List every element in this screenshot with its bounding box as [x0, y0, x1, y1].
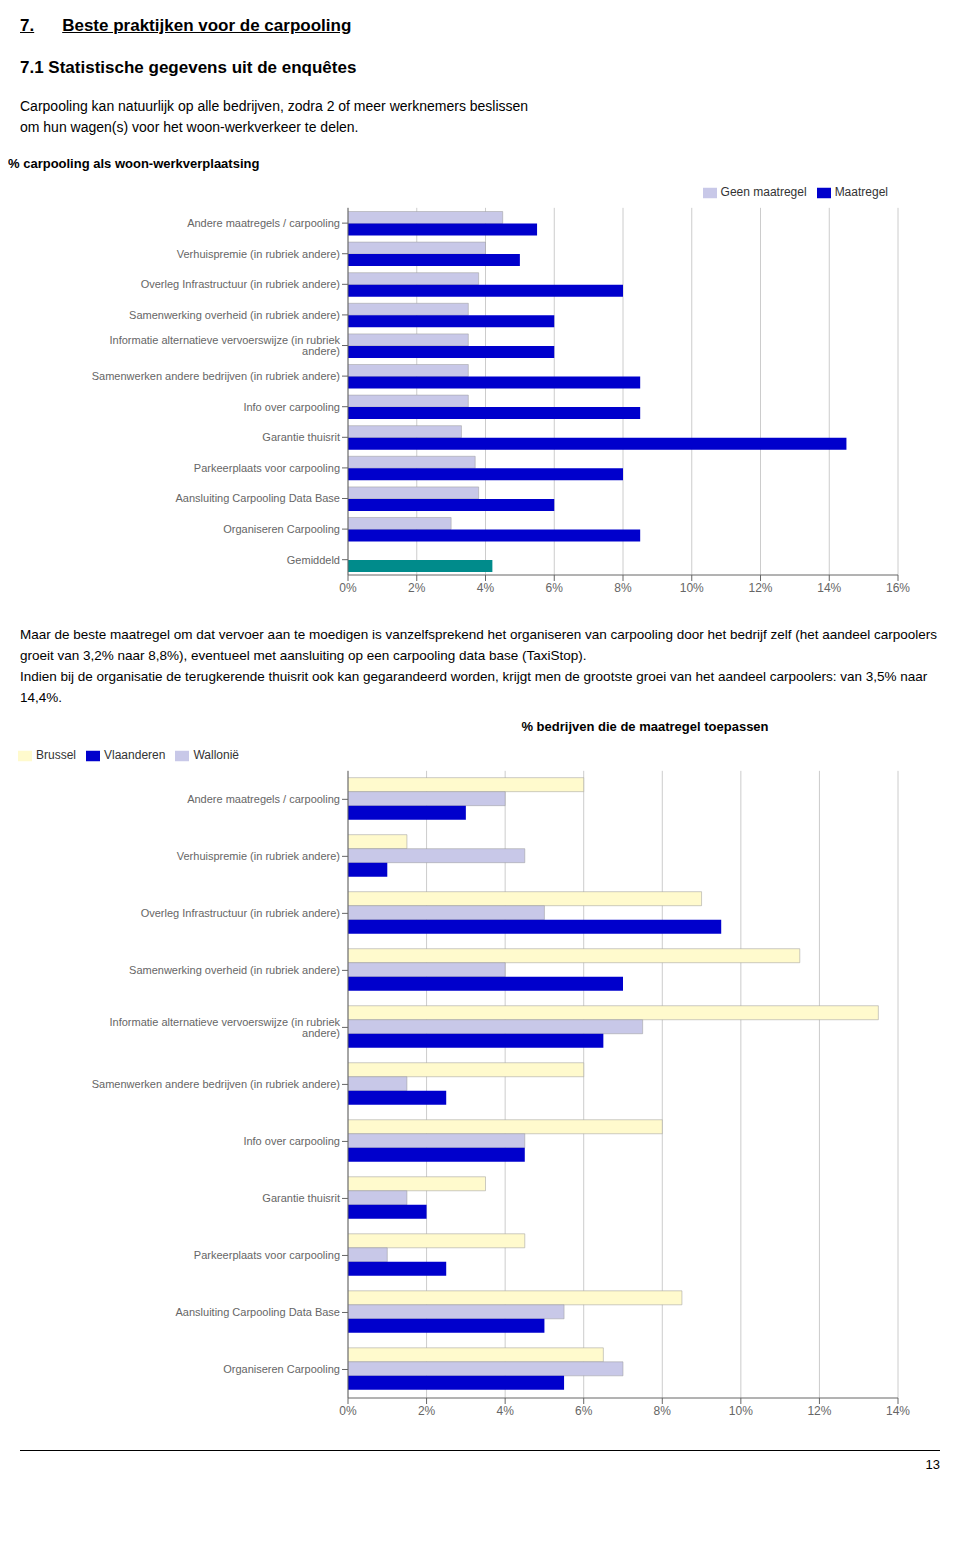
svg-text:4%: 4% — [496, 1403, 514, 1417]
html-text:Maar de beste maatregel om dat: Maar de beste maatregel om dat vervoer a… — [20, 627, 937, 705]
svg-text:6%: 6% — [546, 581, 564, 595]
svg-text:0%: 0% — [339, 581, 357, 595]
svg-text:12%: 12% — [807, 1403, 831, 1417]
svg-text:14%: 14% — [817, 581, 841, 595]
svg-text:12%: 12% — [748, 581, 772, 595]
svg-text:Aansluiting Carpooling Data Ba: Aansluiting Carpooling Data Base — [176, 1306, 341, 1318]
svg-text:Organiseren Carpooling: Organiseren Carpooling — [223, 523, 340, 535]
html-text:13: 13 — [925, 1456, 940, 1472]
html-text:7.1 Statistische gegevens uit: 7.1 Statistische gegevens uit de enquête… — [20, 58, 357, 77]
svg-text:Gemiddeld: Gemiddeld — [287, 554, 340, 566]
svg-text:Aansluiting Carpooling Data Ba: Aansluiting Carpooling Data Base — [176, 492, 341, 504]
svg-text:Informatie alternatieve vervoe: Informatie alternatieve vervoerswijze (i… — [110, 334, 341, 357]
svg-text:10%: 10% — [729, 1403, 753, 1417]
svg-text:8%: 8% — [654, 1403, 672, 1417]
svg-text:Samenwerken andere bedrijven (: Samenwerken andere bedrijven (in rubriek… — [92, 370, 340, 382]
svg-text:Garantie thuisrit: Garantie thuisrit — [262, 1192, 340, 1204]
html-text:% bedrijven die de maatregel t: % bedrijven die de maatregel toepassen — [521, 718, 769, 734]
svg-text:Verhuispremie (in rubriek ande: Verhuispremie (in rubriek andere) — [177, 248, 340, 260]
svg-text:Andere maatregels / carpooling: Andere maatregels / carpooling — [187, 217, 340, 229]
html-text:Carpooling kan natuurlijk op a: Carpooling kan natuurlijk op alle bedrij… — [20, 98, 529, 135]
svg-text:Info over carpooling: Info over carpooling — [243, 1135, 340, 1147]
svg-text:8%: 8% — [614, 581, 632, 595]
svg-text:16%: 16% — [886, 581, 910, 595]
svg-text:Verhuispremie (in rubriek ande: Verhuispremie (in rubriek andere) — [177, 850, 340, 862]
svg-text:Samenwerking overheid (in rubr: Samenwerking overheid (in rubriek andere… — [129, 309, 340, 321]
svg-text:2%: 2% — [408, 581, 426, 595]
svg-text:Andere maatregels / carpooling: Andere maatregels / carpooling — [187, 793, 340, 805]
svg-text:Info over carpooling: Info over carpooling — [243, 401, 340, 413]
svg-text:Overleg Infrastructuur (in rub: Overleg Infrastructuur (in rubriek ander… — [141, 278, 340, 290]
svg-text:2%: 2% — [418, 1403, 436, 1417]
svg-text:Overleg Infrastructuur (in rub: Overleg Infrastructuur (in rubriek ander… — [141, 907, 340, 919]
svg-text:Organiseren Carpooling: Organiseren Carpooling — [223, 1363, 340, 1375]
svg-text:10%: 10% — [680, 581, 704, 595]
svg-text:Informatie alternatieve vervoe: Informatie alternatieve vervoerswijze (i… — [110, 1015, 341, 1038]
svg-text:Garantie thuisrit: Garantie thuisrit — [262, 431, 340, 443]
html-text:Geen maatregel: Geen maatregel — [720, 185, 807, 199]
svg-text:6%: 6% — [575, 1403, 593, 1417]
html-text:Beste praktijken voor de carpo: Beste praktijken voor de carpooling — [62, 16, 352, 35]
svg-text:Samenwerking overheid (in rubr: Samenwerking overheid (in rubriek andere… — [129, 964, 340, 976]
html-text:% carpooling als woon-werkverp: % carpooling als woon-werkverplaatsing — [8, 156, 260, 171]
svg-text:Samenwerken andere bedrijven (: Samenwerken andere bedrijven (in rubriek… — [92, 1078, 340, 1090]
svg-text:Parkeerplaats voor carpooling: Parkeerplaats voor carpooling — [194, 1249, 340, 1261]
html-text:7.: 7. — [20, 16, 35, 35]
html-text:Brussel: Brussel — [36, 747, 76, 762]
svg-text:0%: 0% — [339, 1403, 357, 1417]
svg-text:Parkeerplaats voor carpooling: Parkeerplaats voor carpooling — [194, 462, 340, 474]
svg-text:14%: 14% — [886, 1403, 910, 1417]
svg-text:4%: 4% — [477, 581, 495, 595]
html-text:Maatregel: Maatregel — [834, 185, 888, 199]
html-text:Wallonië: Wallonië — [193, 747, 239, 762]
html-text:Vlaanderen: Vlaanderen — [104, 747, 166, 762]
